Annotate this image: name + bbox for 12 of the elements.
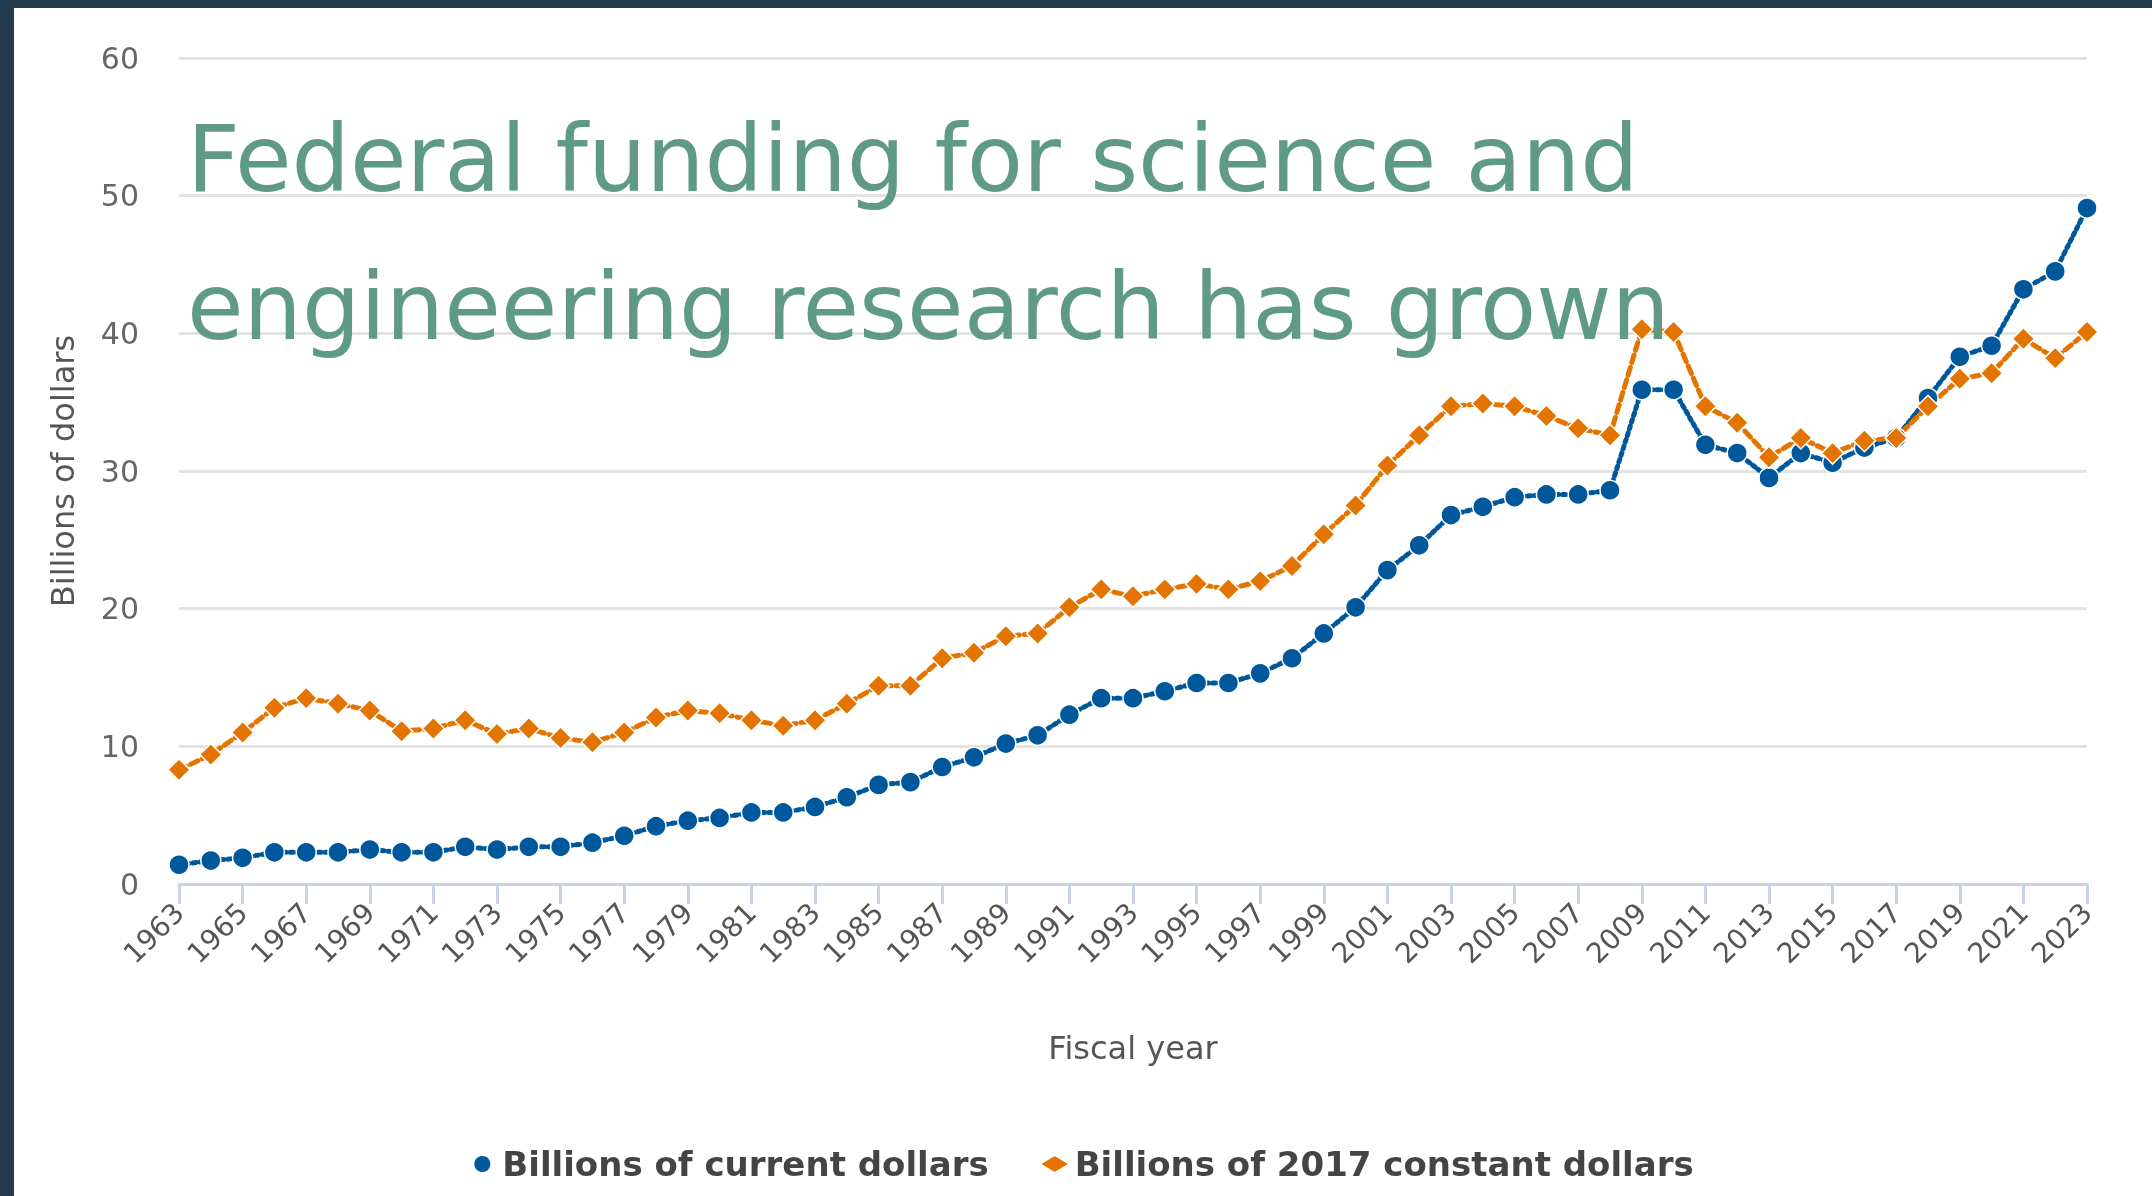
- y-tick-label: 50: [100, 178, 139, 214]
- x-axis-title: Fiscal year: [1048, 1029, 1219, 1067]
- text: Federal funding for science and engineering research has grown: [187, 105, 1670, 361]
- legend-label: Billions of 2017 constant dollars: [1074, 1144, 1694, 1184]
- y-tick-label: 30: [100, 453, 139, 489]
- y-tick-label: 10: [100, 728, 139, 764]
- y-tick-label: 40: [100, 315, 139, 351]
- y-tick-label: 60: [100, 40, 139, 76]
- legend-label: Billions of current dollars: [502, 1144, 989, 1184]
- y-axis-title: Billions of dollars: [44, 334, 82, 608]
- y-tick-label: 0: [119, 866, 139, 902]
- y-tick-label: 20: [100, 591, 139, 627]
